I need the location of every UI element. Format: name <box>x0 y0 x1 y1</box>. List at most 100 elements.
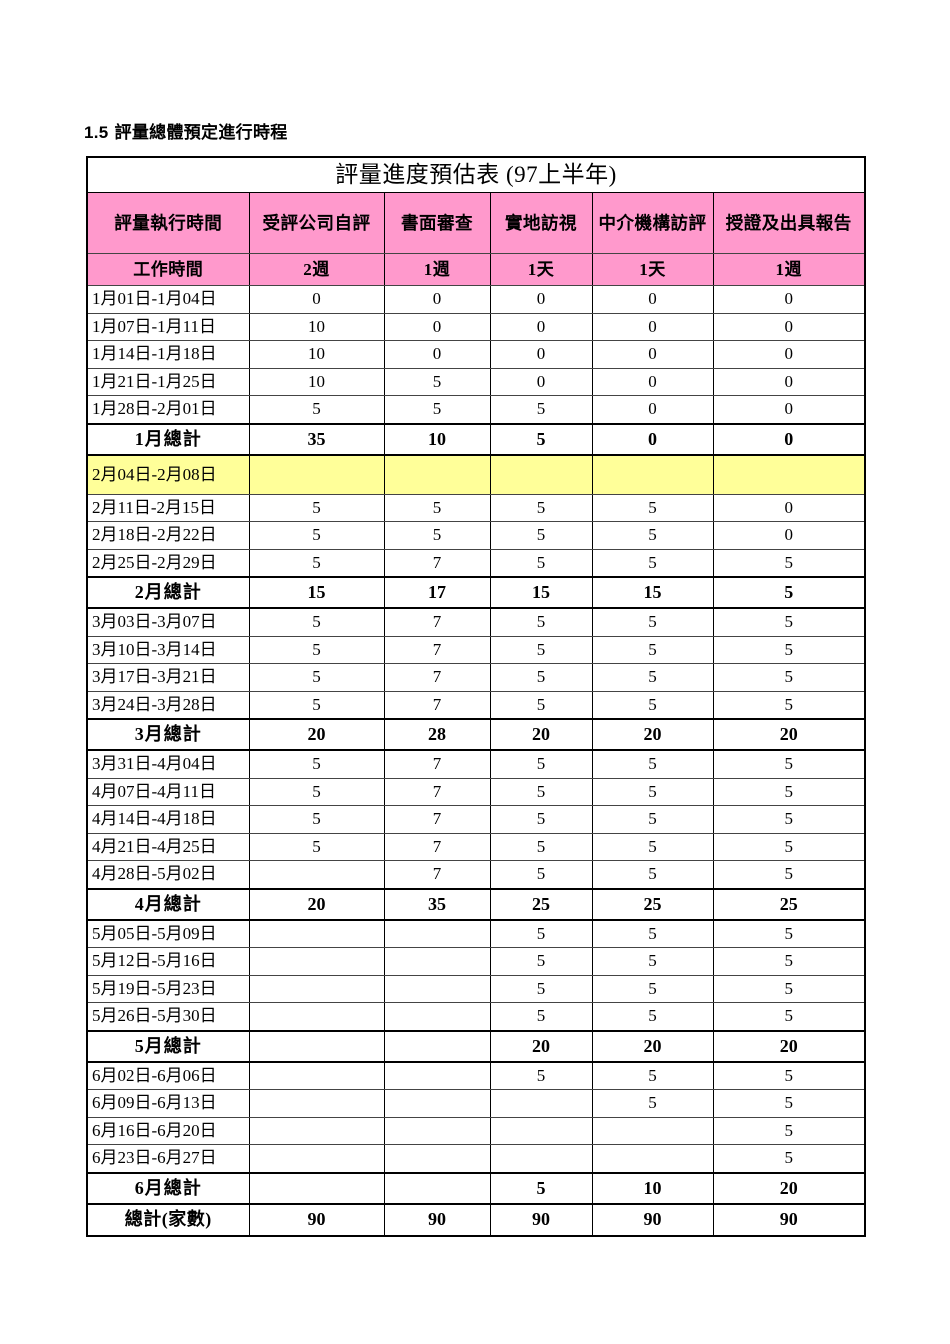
cell-value <box>248 1171 385 1205</box>
cell-value: 5 <box>591 663 714 692</box>
cell-value: 5 <box>712 607 866 637</box>
cell-value: 90 <box>489 1202 593 1237</box>
row-label: 2月18日-2月22日 <box>86 521 250 550</box>
cell-value: 7 <box>383 832 491 861</box>
cell-value: 5 <box>712 805 866 834</box>
schedule-table-container: 評量進度預估表 (97上半年) 評量執行時間 受評公司自評 書面審查 實地訪視 … <box>86 156 867 1237</box>
cell-value: 15 <box>248 576 385 609</box>
cell-value: 5 <box>248 690 385 720</box>
cell-value: 0 <box>383 285 491 314</box>
table-row: 2月25日-2月29日 5 7 5 5 5 <box>86 548 866 578</box>
cell-value: 5 <box>712 663 866 692</box>
row-label: 3月總計 <box>86 718 250 751</box>
table-row: 1月14日-1月18日 10 0 0 0 0 <box>86 340 866 369</box>
row-label: 5月26日-5月30日 <box>86 1002 250 1031</box>
cell-value: 5 <box>591 635 714 664</box>
cell-value: 0 <box>383 340 491 369</box>
cell-value: 20 <box>712 1029 866 1063</box>
cell-value: 7 <box>383 805 491 834</box>
cell-value: 7 <box>383 663 491 692</box>
month-total-row: 5月總計 20 20 20 <box>86 1029 866 1063</box>
highlighted-table-row: 2月04日-2月08日 <box>86 454 866 495</box>
row-label: 3月24日-3月28日 <box>86 690 250 720</box>
cell-value: 0 <box>591 340 714 369</box>
cell-value: 5 <box>712 777 866 806</box>
cell-value: 20 <box>712 718 866 751</box>
month-total-row: 1月總計 35 10 5 0 0 <box>86 422 866 456</box>
table-title: 評量進度預估表 (97上半年) <box>86 157 866 193</box>
cell-value: 25 <box>591 887 714 921</box>
cell-value: 90 <box>248 1202 385 1237</box>
row-label: 1月總計 <box>86 422 250 456</box>
cell-value: 5 <box>591 777 714 806</box>
table-row: 3月17日-3月21日 5 7 5 5 5 <box>86 663 866 692</box>
section-title: 評量總體預定進行時程 <box>114 123 288 142</box>
row-label: 4月21日-4月25日 <box>86 832 250 861</box>
table-subheader-row: 工作時間 2週 1週 1天 1天 1週 <box>86 253 866 286</box>
table-row: 6月09日-6月13日 5 5 <box>86 1089 866 1118</box>
cell-value: 5 <box>489 607 593 637</box>
cell-value: 5 <box>712 1061 866 1090</box>
table-row: 4月21日-4月25日 5 7 5 5 5 <box>86 832 866 861</box>
cell-value: 7 <box>383 548 491 578</box>
cell-value: 5 <box>248 548 385 578</box>
cell-value <box>248 1061 385 1090</box>
table-header-row: 評量執行時間 受評公司自評 書面審查 實地訪視 中介機構訪評 授證及出具報告 <box>86 192 866 254</box>
cell-value: 5 <box>383 521 491 550</box>
schedule-table-body: 評量進度預估表 (97上半年) 評量執行時間 受評公司自評 書面審查 實地訪視 … <box>86 157 866 1237</box>
cell-value <box>383 1089 491 1118</box>
cell-value: 15 <box>591 576 714 609</box>
cell-value: 5 <box>248 395 385 424</box>
cell-value: 10 <box>383 422 491 456</box>
column-header-2: 書面審查 <box>383 192 491 254</box>
cell-value: 10 <box>248 312 385 341</box>
cell-value <box>248 919 385 948</box>
cell-value: 20 <box>248 718 385 751</box>
cell-value: 5 <box>712 635 866 664</box>
cell-value: 5 <box>248 663 385 692</box>
cell-value: 5 <box>591 805 714 834</box>
cell-value: 20 <box>248 887 385 921</box>
cell-value: 5 <box>248 635 385 664</box>
cell-value: 5 <box>712 919 866 948</box>
cell-value: 5 <box>248 805 385 834</box>
table-row: 4月07日-4月11日 5 7 5 5 5 <box>86 777 866 806</box>
cell-value: 5 <box>489 635 593 664</box>
cell-value: 0 <box>591 422 714 456</box>
cell-value <box>489 1144 593 1173</box>
cell-value <box>248 454 385 495</box>
cell-value: 20 <box>489 718 593 751</box>
row-label: 4月總計 <box>86 887 250 921</box>
row-label: 1月14日-1月18日 <box>86 340 250 369</box>
table-row: 1月21日-1月25日 10 5 0 0 0 <box>86 367 866 396</box>
row-label: 5月19日-5月23日 <box>86 974 250 1003</box>
cell-value: 17 <box>383 576 491 609</box>
cell-value <box>383 1061 491 1090</box>
cell-value: 20 <box>489 1029 593 1063</box>
cell-value: 5 <box>489 663 593 692</box>
cell-value: 5 <box>248 777 385 806</box>
month-total-row: 6月總計 5 10 20 <box>86 1171 866 1205</box>
cell-value: 5 <box>712 974 866 1003</box>
cell-value: 20 <box>712 1171 866 1205</box>
schedule-table: 評量進度預估表 (97上半年) 評量執行時間 受評公司自評 書面審查 實地訪視 … <box>86 156 867 1237</box>
cell-value: 5 <box>489 832 593 861</box>
cell-value: 7 <box>383 749 491 779</box>
cell-value: 90 <box>712 1202 866 1237</box>
section-number: 1.5 <box>84 123 109 142</box>
cell-value <box>248 1002 385 1031</box>
cell-value <box>591 1144 714 1173</box>
table-row: 1月01日-1月04日 0 0 0 0 0 <box>86 285 866 314</box>
cell-value: 5 <box>489 1171 593 1205</box>
cell-value: 5 <box>591 974 714 1003</box>
cell-value: 0 <box>591 367 714 396</box>
table-row: 3月31日-4月04日 5 7 5 5 5 <box>86 749 866 779</box>
cell-value: 0 <box>591 312 714 341</box>
cell-value: 0 <box>712 367 866 396</box>
cell-value: 28 <box>383 718 491 751</box>
cell-value: 5 <box>248 521 385 550</box>
cell-value: 5 <box>489 947 593 976</box>
table-row: 3月03日-3月07日 5 7 5 5 5 <box>86 607 866 637</box>
cell-value: 5 <box>591 919 714 948</box>
cell-value <box>489 1116 593 1145</box>
